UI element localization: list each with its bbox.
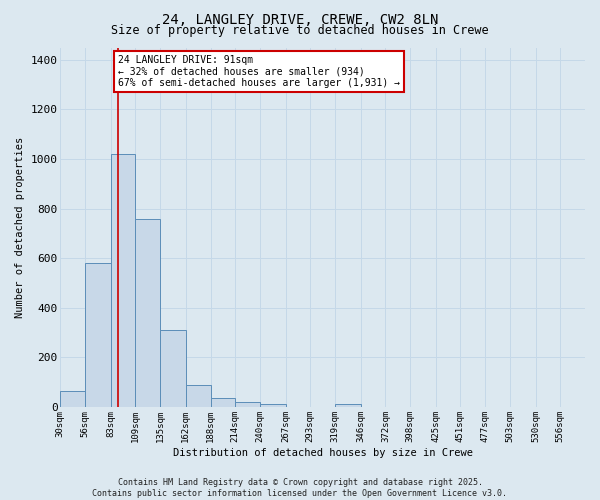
Bar xyxy=(136,218,160,407)
Bar xyxy=(211,398,235,407)
X-axis label: Distribution of detached houses by size in Crewe: Distribution of detached houses by size … xyxy=(173,448,473,458)
Bar xyxy=(85,263,111,407)
Bar xyxy=(61,391,85,407)
Text: 24 LANGLEY DRIVE: 91sqm
← 32% of detached houses are smaller (934)
67% of semi-d: 24 LANGLEY DRIVE: 91sqm ← 32% of detache… xyxy=(118,55,400,88)
Bar xyxy=(235,402,260,407)
Text: Contains HM Land Registry data © Crown copyright and database right 2025.
Contai: Contains HM Land Registry data © Crown c… xyxy=(92,478,508,498)
Y-axis label: Number of detached properties: Number of detached properties xyxy=(15,136,25,318)
Bar xyxy=(111,154,136,407)
Bar xyxy=(335,404,361,407)
Text: Size of property relative to detached houses in Crewe: Size of property relative to detached ho… xyxy=(111,24,489,37)
Bar xyxy=(260,404,286,407)
Bar xyxy=(186,384,211,407)
Bar xyxy=(160,330,186,407)
Text: 24, LANGLEY DRIVE, CREWE, CW2 8LN: 24, LANGLEY DRIVE, CREWE, CW2 8LN xyxy=(162,12,438,26)
